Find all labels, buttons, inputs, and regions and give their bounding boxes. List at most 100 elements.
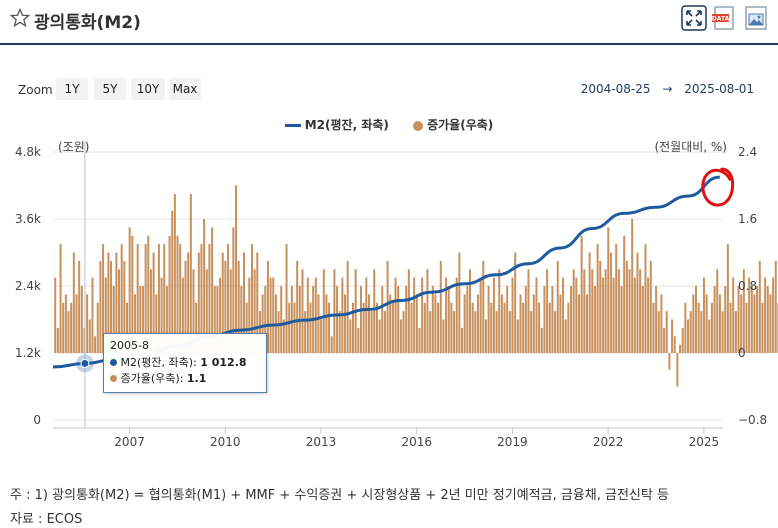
bar [508,311,511,353]
bar [591,269,594,353]
bar [476,294,479,353]
bar [229,269,232,353]
bar [487,286,490,353]
bar [484,319,487,353]
x-tick-label: 2022 [593,435,624,449]
x-tick-label: 2007 [114,435,145,449]
bar [543,286,546,353]
bar [644,244,647,353]
bar [692,294,695,353]
bar [189,193,192,353]
bar [490,302,493,353]
bar [253,269,256,353]
date-range: 2004-08-25 → 2025-08-01 [577,82,758,96]
bar [633,277,636,353]
bar [623,235,626,353]
bar [309,302,312,353]
bar [687,319,690,353]
bar [78,260,81,353]
legend-item-m2[interactable]: M2(평잔, 좌축) [284,116,389,133]
bar [716,269,719,353]
bar [250,244,253,353]
footnote-source: 자료 : ECOS [10,512,83,527]
range-from[interactable]: 2004-08-25 [580,82,651,96]
bar [503,302,506,353]
bar [689,311,692,353]
bar [609,252,612,353]
bar [54,277,57,353]
bar [724,286,727,353]
fullscreen-icon[interactable] [681,5,707,31]
bar [365,277,368,353]
bar [530,311,533,353]
bar [386,260,389,353]
bar [578,294,580,353]
bar [734,311,737,353]
bar [402,311,405,353]
bar [647,277,650,353]
bar [750,286,753,353]
bar [373,269,376,353]
bar [636,252,639,353]
bar [421,277,424,353]
bar [102,244,105,353]
bar [333,269,336,353]
bar [173,193,176,353]
left-axis-title: (조원) [58,140,89,154]
bar [104,277,107,353]
left-tick-label: 1.2k [15,346,41,360]
bar [620,286,623,353]
bar [585,294,588,353]
bar [96,302,99,353]
bar [612,277,615,353]
bar [580,235,583,353]
legend-item-rate[interactable]: 증가율(우축) [413,116,493,133]
axes: 4.8k 3.6k 2.4k 1.2k 0 2.4 1.6 0.8 0 −0.8 (조원) (전월대비… [15,140,767,449]
bar [474,311,477,353]
bar [157,244,160,353]
bar [748,277,751,353]
tooltip-rate-dot [110,375,117,382]
data-download-icon[interactable]: DATA [711,5,737,31]
bar [67,311,70,353]
bar [463,294,466,353]
bar [322,269,325,353]
bar [266,260,269,353]
zoom-max-button[interactable]: Max [169,78,201,100]
bar [617,269,620,353]
zoom-10y-button[interactable]: 10Y [131,78,165,100]
bar [131,235,134,353]
bar [718,294,721,353]
bar [165,286,168,353]
bar [243,252,246,353]
bar [679,344,682,353]
bar [562,277,565,353]
bar [655,286,658,353]
bar [70,302,73,353]
tooltip-rate-label: 증가율(우축) [120,372,180,385]
bar [516,319,519,353]
bar [213,286,216,353]
bar [160,277,163,353]
x-tick-label: 2013 [306,435,337,449]
bar [325,294,328,353]
bar [413,277,416,353]
chart-legend: M2(평잔, 좌축) 증가율(우축) [0,116,778,133]
bar [426,269,429,353]
range-to[interactable]: 2025-08-01 [684,82,754,96]
bar [304,311,307,353]
bar [352,302,355,353]
tooltip-m2-dot [110,359,117,366]
star-icon[interactable] [10,8,30,28]
zoom-1y-button[interactable]: 1Y [56,78,88,100]
bar [729,302,732,353]
bar [248,277,251,353]
bar [615,244,618,353]
image-download-icon[interactable] [743,5,769,31]
zoom-5y-button[interactable]: 5Y [94,78,126,100]
bar [466,286,469,353]
bar [458,252,461,353]
bar [437,302,440,353]
bar [554,311,557,353]
bar [453,311,456,353]
